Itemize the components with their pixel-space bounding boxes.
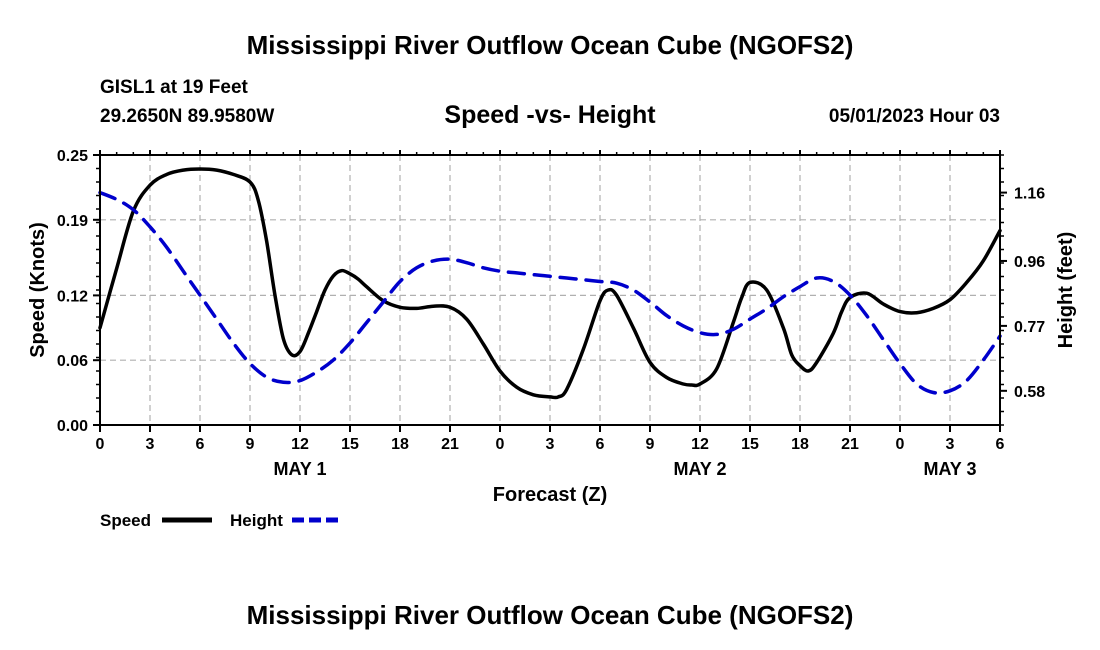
grid: [100, 155, 1000, 425]
x-tick-label: 6: [596, 436, 605, 453]
legend-label-speed: Speed: [100, 511, 151, 530]
y2-tick-label: 0.58: [1014, 384, 1045, 401]
day-label: MAY 2: [673, 459, 726, 479]
x-tick-label: 15: [341, 436, 359, 453]
x-tick-label: 12: [291, 436, 309, 453]
x-tick-label: 3: [546, 436, 555, 453]
legend: Speed Height: [100, 511, 342, 530]
y2-tick-label: 1.16: [1014, 186, 1045, 203]
day-label: MAY 1: [273, 459, 326, 479]
x-tick-label: 0: [896, 436, 905, 453]
axis-labels: 0 3 6 9 12 15 18 21 0 3 6 9 12 15 18 21 0 3 6 0.00 0.06 0.12 0…: [27, 148, 1077, 506]
series-line-height: [98, 190, 1002, 395]
x-tick-label: 15: [741, 436, 759, 453]
x-tick-label: 6: [196, 436, 205, 453]
x-tick-label: 21: [841, 436, 859, 453]
series-lines: [98, 167, 1002, 400]
x-tick-label: 21: [441, 436, 459, 453]
x-tick-label: 18: [391, 436, 409, 453]
x-axis-title: Forecast (Z): [493, 484, 607, 506]
y2-axis-title: Height (feet): [1055, 232, 1077, 349]
forecast-datetime: 05/01/2023 Hour 03: [828, 106, 1000, 127]
x-tick-label: 12: [691, 436, 709, 453]
y-tick-label: 0.06: [57, 353, 88, 370]
x-tick-label: 0: [96, 436, 105, 453]
x-tick-label: 18: [791, 436, 809, 453]
y2-tick-label: 0.77: [1014, 319, 1045, 336]
legend-label-height: Height: [230, 511, 283, 530]
y2-tick-label: 0.96: [1014, 254, 1045, 271]
page-title: Mississippi River Outflow Ocean Cube (NG…: [246, 30, 854, 60]
chart-title: Speed -vs- Height: [444, 101, 656, 129]
y-tick-label: 0.25: [57, 148, 88, 165]
y-axis-title: Speed (Knots): [27, 222, 49, 358]
y-tick-label: 0.19: [57, 213, 88, 230]
y-tick-label: 0.00: [57, 418, 88, 435]
x-tick-label: 9: [246, 436, 255, 453]
day-label: MAY 3: [923, 459, 976, 479]
axis-ticks: [93, 150, 1007, 432]
station-coords: 29.2650N 89.9580W: [100, 106, 275, 127]
x-tick-label: 3: [146, 436, 155, 453]
x-tick-label: 9: [646, 436, 655, 453]
y-tick-label: 0.12: [57, 288, 88, 305]
x-tick-label: 6: [996, 436, 1005, 453]
x-tick-label: 0: [496, 436, 505, 453]
series-line-speed: [98, 167, 1002, 400]
x-tick-label: 3: [946, 436, 955, 453]
station-label: GISL1 at 19 Feet: [100, 77, 248, 98]
footer-title: Mississippi River Outflow Ocean Cube (NG…: [246, 600, 854, 630]
